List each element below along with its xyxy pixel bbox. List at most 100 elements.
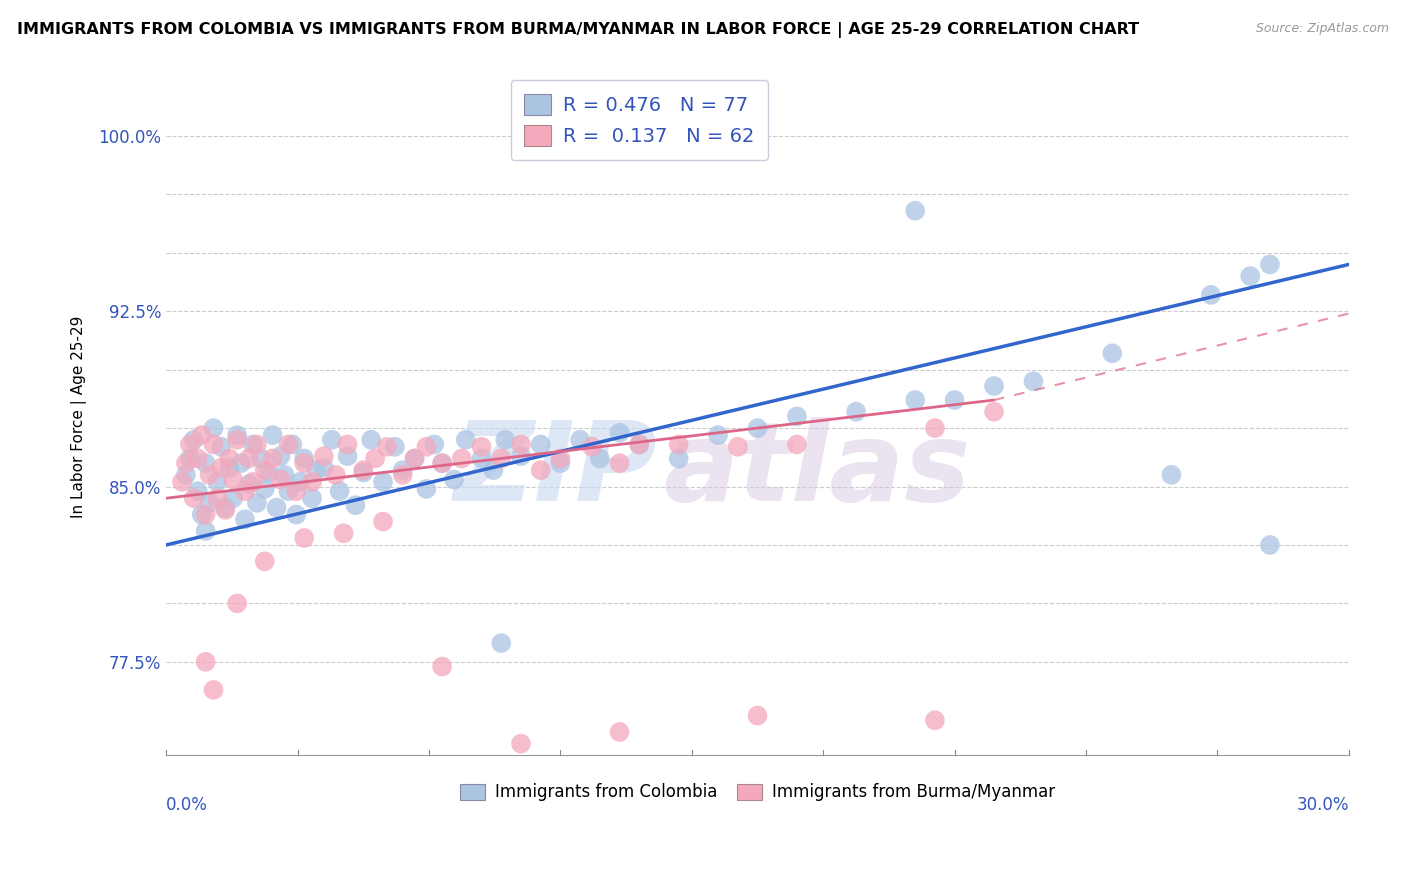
Point: [375, 440, 398, 454]
Point: [1022, 375, 1045, 389]
Text: atlas: atlas: [662, 417, 970, 524]
Point: [233, 484, 256, 499]
Point: [292, 456, 315, 470]
Point: [491, 636, 513, 650]
Point: [292, 531, 315, 545]
Point: [312, 460, 335, 475]
Point: [609, 456, 631, 470]
Point: [471, 440, 494, 454]
Text: 30.0%: 30.0%: [1296, 796, 1348, 814]
Point: [391, 463, 413, 477]
Point: [179, 451, 201, 466]
Point: [209, 440, 232, 454]
Point: [301, 491, 323, 506]
Point: [273, 467, 295, 482]
Point: [1258, 257, 1281, 271]
Point: [183, 491, 205, 506]
Point: [1160, 467, 1182, 482]
Point: [226, 596, 249, 610]
Point: [222, 473, 245, 487]
Point: [454, 433, 477, 447]
Point: [589, 451, 612, 466]
Point: [943, 392, 966, 407]
Point: [190, 508, 212, 522]
Point: [198, 496, 221, 510]
Point: [491, 451, 513, 466]
Point: [983, 405, 1005, 419]
Point: [707, 428, 730, 442]
Point: [581, 440, 603, 454]
Point: [238, 477, 260, 491]
Point: [352, 466, 374, 480]
Point: [510, 737, 533, 751]
Point: [246, 496, 269, 510]
Point: [207, 475, 229, 489]
Point: [404, 451, 426, 466]
Point: [202, 421, 225, 435]
Point: [218, 451, 240, 466]
Point: [209, 460, 232, 475]
Point: [290, 475, 312, 489]
Point: [430, 456, 453, 470]
Point: [983, 379, 1005, 393]
Point: [550, 451, 572, 466]
Point: [277, 437, 299, 451]
Point: [233, 512, 256, 526]
Point: [285, 484, 308, 499]
Point: [443, 473, 465, 487]
Point: [404, 451, 426, 466]
Point: [1199, 288, 1222, 302]
Point: [174, 456, 197, 470]
Point: [609, 725, 631, 739]
Point: [226, 433, 249, 447]
Point: [430, 456, 453, 470]
Point: [450, 451, 472, 466]
Point: [336, 449, 359, 463]
Point: [229, 456, 252, 470]
Point: [727, 440, 749, 454]
Point: [222, 491, 245, 506]
Text: ZIP: ZIP: [454, 417, 657, 524]
Point: [190, 428, 212, 442]
Point: [415, 482, 437, 496]
Point: [183, 433, 205, 447]
Point: [384, 440, 406, 454]
Point: [266, 500, 288, 515]
Point: [1239, 269, 1261, 284]
Point: [845, 405, 868, 419]
Point: [530, 463, 553, 477]
Text: 0.0%: 0.0%: [166, 796, 208, 814]
Point: [179, 437, 201, 451]
Point: [1258, 538, 1281, 552]
Point: [207, 491, 229, 506]
Point: [786, 437, 808, 451]
Point: [360, 433, 382, 447]
Point: [352, 463, 374, 477]
Point: [198, 467, 221, 482]
Point: [257, 466, 280, 480]
Point: [747, 708, 769, 723]
Point: [194, 524, 217, 538]
Point: [253, 482, 276, 496]
Y-axis label: In Labor Force | Age 25-29: In Labor Force | Age 25-29: [72, 315, 87, 517]
Point: [246, 437, 269, 451]
Point: [668, 437, 690, 451]
Point: [747, 421, 769, 435]
Point: [214, 500, 236, 515]
Point: [325, 467, 347, 482]
Point: [187, 451, 209, 466]
Point: [1101, 346, 1123, 360]
Point: [371, 515, 394, 529]
Point: [668, 451, 690, 466]
Text: IMMIGRANTS FROM COLOMBIA VS IMMIGRANTS FROM BURMA/MYANMAR IN LABOR FORCE | AGE 2: IMMIGRANTS FROM COLOMBIA VS IMMIGRANTS F…: [17, 22, 1139, 38]
Point: [904, 203, 927, 218]
Point: [305, 463, 328, 477]
Point: [924, 713, 946, 727]
Point: [292, 451, 315, 466]
Text: Source: ZipAtlas.com: Source: ZipAtlas.com: [1256, 22, 1389, 36]
Point: [371, 475, 394, 489]
Point: [364, 451, 387, 466]
Point: [904, 392, 927, 407]
Point: [187, 484, 209, 499]
Point: [510, 437, 533, 451]
